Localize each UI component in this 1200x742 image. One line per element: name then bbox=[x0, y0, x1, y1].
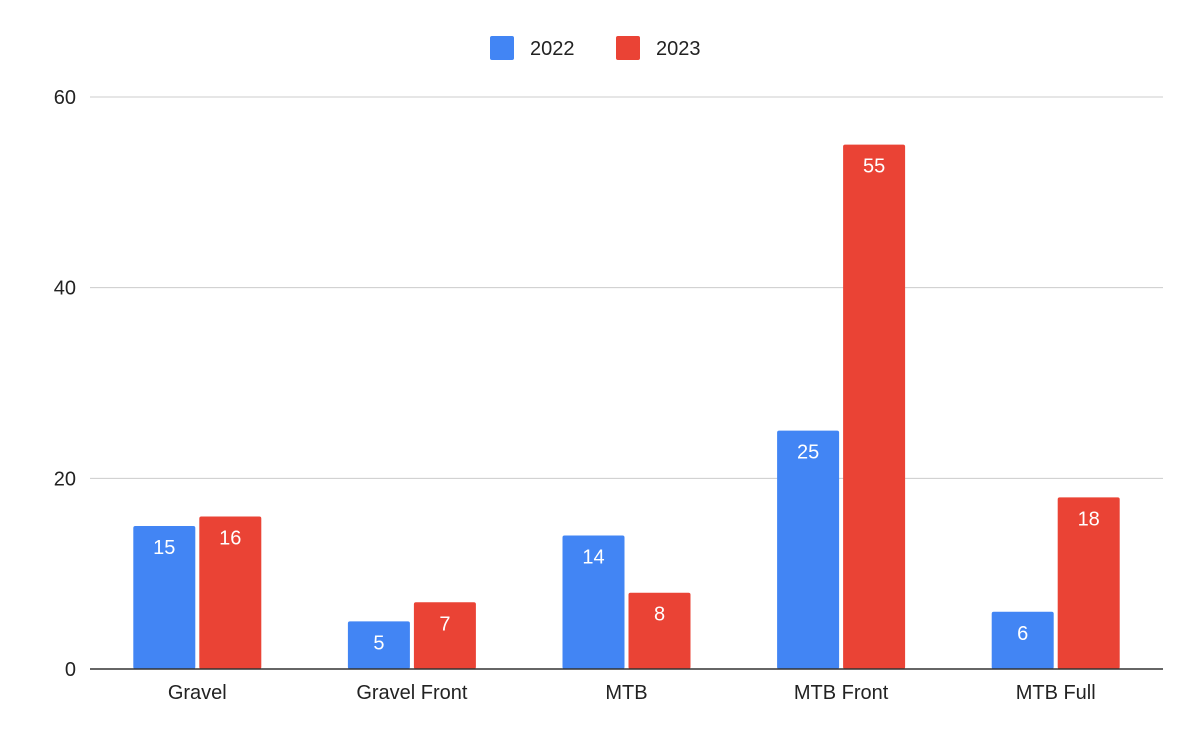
data-label: 55 bbox=[863, 156, 885, 178]
bar-2022-gravel bbox=[133, 526, 196, 669]
bar-2023-mtb-full bbox=[1057, 497, 1120, 669]
bar-2022-mtb-full bbox=[991, 611, 1054, 669]
legend-swatch-2023 bbox=[616, 36, 640, 60]
data-label: 16 bbox=[219, 527, 241, 549]
y-tick-label: 0 bbox=[65, 659, 76, 681]
y-axis: 0 20 40 60 bbox=[54, 87, 76, 681]
legend-label: 2023 bbox=[656, 38, 701, 60]
data-label: 18 bbox=[1078, 508, 1100, 530]
x-category-label: Gravel bbox=[168, 682, 227, 704]
bar-2023-gravel-front bbox=[413, 602, 476, 669]
x-category-label: MTB Full bbox=[1016, 682, 1096, 704]
data-label: 5 bbox=[373, 632, 384, 654]
data-label: 25 bbox=[797, 442, 819, 464]
x-category-label: Gravel Front bbox=[356, 682, 468, 704]
y-tick-label: 60 bbox=[54, 87, 76, 109]
bar-2023-mtb-front bbox=[843, 144, 906, 669]
bar-2023-gravel bbox=[199, 516, 262, 669]
x-category-label: MTB bbox=[605, 682, 647, 704]
bars: 15 16 5 7 14 8 25 55 6 18 bbox=[133, 144, 1120, 669]
bar-2022-mtb-front bbox=[777, 430, 840, 669]
bar-2022-gravel-front bbox=[347, 621, 410, 669]
legend-swatch-2022 bbox=[490, 36, 514, 60]
data-label: 15 bbox=[153, 537, 175, 559]
y-tick-label: 20 bbox=[54, 468, 76, 490]
x-category-label: MTB Front bbox=[794, 682, 889, 704]
data-label: 8 bbox=[654, 604, 665, 626]
y-tick-label: 40 bbox=[54, 278, 76, 300]
data-label: 14 bbox=[582, 547, 604, 569]
legend: 2022 2023 bbox=[490, 36, 701, 60]
grid-lines bbox=[90, 96, 1163, 479]
legend-label: 2022 bbox=[530, 38, 575, 60]
x-axis: Gravel Gravel Front MTB MTB Front MTB Full bbox=[90, 668, 1163, 704]
bar-2023-mtb bbox=[628, 592, 691, 669]
data-label: 6 bbox=[1017, 623, 1028, 645]
data-label: 7 bbox=[439, 613, 450, 635]
bar-2022-mtb bbox=[562, 535, 625, 669]
